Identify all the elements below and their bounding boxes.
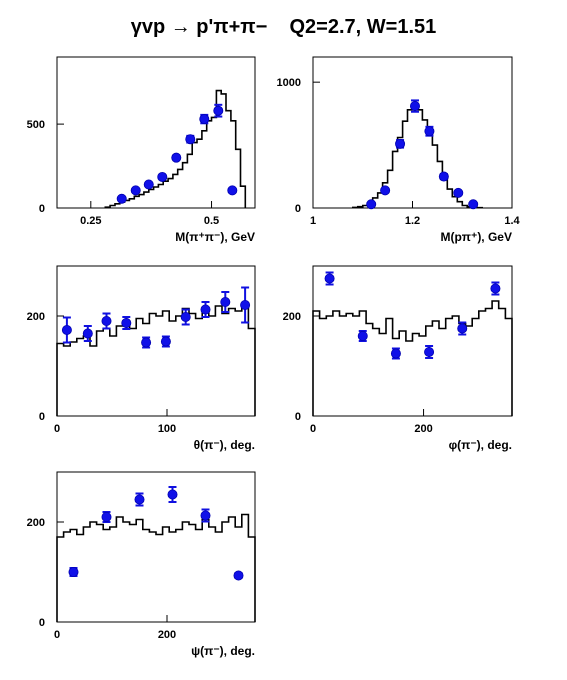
data-point — [101, 315, 112, 326]
y-tick-label: 0 — [295, 203, 301, 215]
x-tick-label: 100 — [158, 423, 176, 435]
data-point — [424, 126, 435, 137]
panel-1: 0.25 0.5 0 500 M(π⁺π⁻), GeV — [27, 56, 256, 244]
data-point — [141, 337, 152, 348]
x-tick-label: 1.4 — [504, 215, 520, 227]
title-reaction: γvp → p'π+π− — [130, 16, 268, 38]
x-axis-label: φ(π⁻), deg. — [449, 438, 512, 452]
panel-3: 0 100 0 200 θ(π⁻), deg. — [27, 265, 256, 452]
data-point — [227, 185, 238, 196]
data-point — [468, 199, 479, 210]
data-point — [61, 324, 72, 335]
x-axis-label: M(π⁺π⁻), GeV — [175, 230, 255, 244]
histogram-line — [56, 302, 256, 416]
y-tick-label: 0 — [39, 411, 45, 423]
y-tick-label: 1000 — [277, 77, 301, 89]
x-tick-label: 1.2 — [405, 215, 420, 227]
data-point — [380, 185, 391, 196]
data-point — [490, 283, 501, 294]
histogram-line — [312, 300, 513, 416]
data-point — [395, 138, 406, 149]
data-point — [185, 134, 196, 145]
data-point — [143, 179, 154, 190]
data-point — [134, 494, 145, 505]
data-point — [121, 317, 132, 328]
data-point — [160, 336, 171, 347]
data-point — [409, 101, 420, 112]
x-tick-label: 0 — [310, 423, 316, 435]
chart-title: γvp → p'π+π− Q2=2.7, W=1.51 — [0, 16, 567, 39]
data-point — [130, 185, 141, 196]
plot-frame — [312, 56, 513, 209]
plot-frame — [56, 471, 256, 623]
panel-5: 0 200 0 200 ψ(π⁻), deg. — [27, 471, 256, 658]
data-point — [390, 348, 401, 359]
x-tick-label: 200 — [414, 423, 432, 435]
x-tick-label: 1 — [310, 215, 316, 227]
data-point — [101, 512, 112, 523]
y-tick-label: 0 — [39, 617, 45, 629]
x-tick-label: 0 — [54, 629, 60, 641]
data-point — [357, 330, 368, 341]
data-point — [324, 273, 335, 284]
x-axis-label: M(pπ⁺), GeV — [440, 230, 512, 244]
data-point — [220, 296, 231, 307]
x-axis-label: ψ(π⁻), deg. — [191, 644, 255, 658]
x-tick-label: 0 — [54, 423, 60, 435]
data-point — [116, 193, 127, 204]
histogram-line — [104, 89, 247, 208]
data-point — [180, 311, 191, 322]
data-point — [438, 171, 449, 182]
histogram-line — [56, 513, 256, 622]
title-kinematics: Q2=2.7, W=1.51 — [289, 16, 437, 38]
y-tick-label: 0 — [39, 203, 45, 215]
data-point — [82, 328, 93, 339]
y-tick-label: 500 — [27, 119, 45, 131]
y-tick-label: 200 — [283, 311, 301, 323]
data-point — [366, 199, 377, 210]
data-point — [199, 114, 210, 125]
data-point — [240, 299, 251, 310]
data-point — [424, 346, 435, 357]
data-point — [453, 187, 464, 198]
data-point — [213, 105, 224, 116]
panel-4: 0 200 0 200 φ(π⁻), deg. — [283, 265, 513, 452]
x-tick-label: 0.25 — [80, 215, 101, 227]
x-tick-label: 200 — [158, 629, 176, 641]
plot-frame — [56, 56, 256, 209]
x-tick-label: 0.5 — [204, 215, 219, 227]
data-point — [68, 567, 79, 578]
y-tick-label: 200 — [27, 517, 45, 529]
y-tick-label: 0 — [295, 411, 301, 423]
y-tick-label: 200 — [27, 311, 45, 323]
x-axis-label: θ(π⁻), deg. — [194, 438, 255, 452]
data-point — [171, 152, 182, 163]
data-point — [200, 510, 211, 521]
data-point — [457, 323, 468, 334]
data-point — [233, 570, 244, 581]
data-point — [157, 171, 168, 182]
panel-2: 1 1.2 1.4 0 1000 M(pπ⁺), GeV — [277, 56, 521, 244]
data-point — [167, 489, 178, 500]
data-point — [200, 304, 211, 315]
